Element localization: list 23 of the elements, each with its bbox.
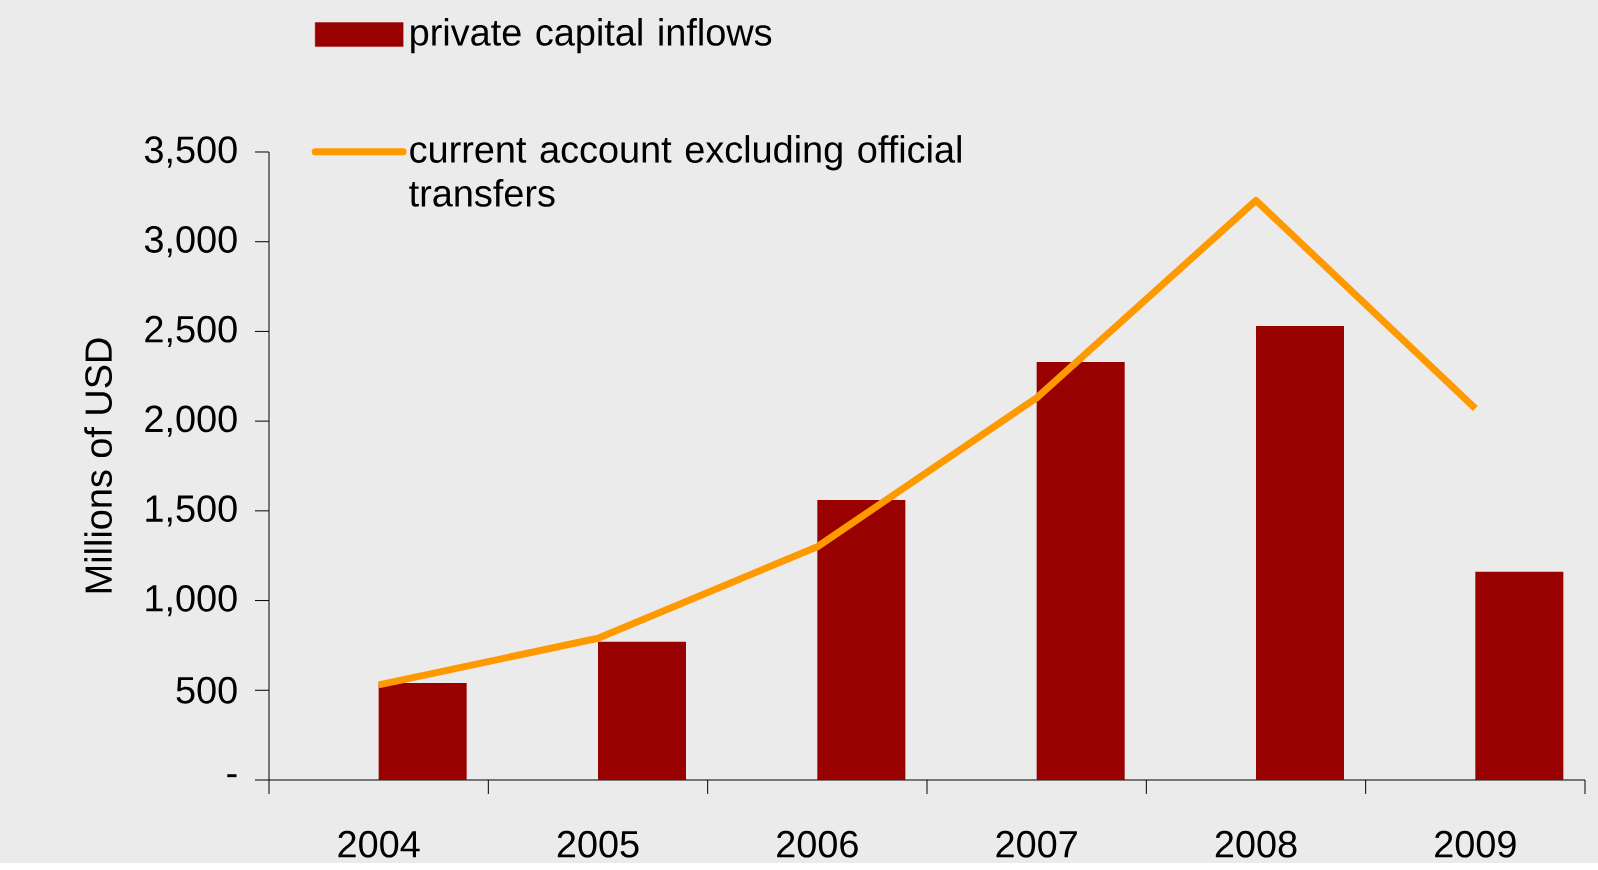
- x-tick-label: 2005: [557, 830, 639, 858]
- bar: [1475, 571, 1564, 780]
- y-tick-label: 2,000: [145, 405, 237, 437]
- x-tick-label: 2004: [338, 830, 420, 858]
- y-tick-label: 3,500: [144, 136, 237, 168]
- y-tick-label: 1,500: [146, 495, 237, 527]
- bar: [1036, 361, 1125, 780]
- y-tick-label: 2,500: [145, 315, 237, 347]
- bar: [598, 641, 686, 780]
- y-tick-label: -: [227, 774, 237, 778]
- x-tick-label: 2006: [777, 830, 858, 858]
- legend-label: private capital inflows: [411, 17, 772, 54]
- x-tick-label: 2009: [1435, 830, 1516, 858]
- y-tick-label: 500: [176, 676, 237, 704]
- legend-label: current account excluding official transfers: [409, 135, 961, 207]
- bar: [817, 499, 906, 780]
- x-tick-label: 2007: [996, 830, 1077, 858]
- y-axis-title: Millions of USD: [84, 338, 113, 593]
- x-tick-label: 2008: [1215, 830, 1297, 858]
- bar: [1256, 325, 1344, 780]
- y-tick-label: 1,000: [146, 584, 237, 617]
- y-tick-label: 3,000: [144, 225, 237, 258]
- bar: [378, 682, 467, 780]
